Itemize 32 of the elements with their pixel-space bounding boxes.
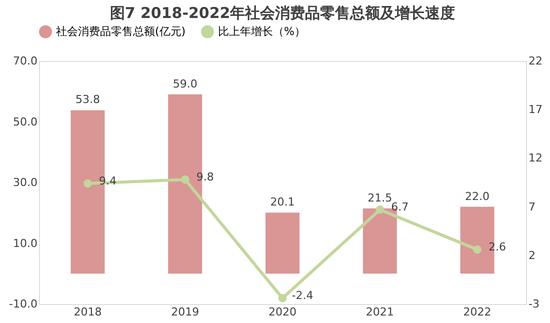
y2-tick-label: 7 — [528, 200, 536, 214]
x-tick-label: 2022 — [463, 306, 492, 318]
bar — [266, 212, 300, 274]
point — [180, 175, 190, 184]
data-label: 59.0 — [172, 77, 198, 90]
data-label: 20.1 — [270, 196, 295, 209]
point — [84, 179, 92, 188]
x-tick-label: 2018 — [74, 306, 102, 318]
point — [473, 245, 482, 254]
y-tick-label: 50.0 — [13, 115, 38, 128]
chart-title: 图7 2018-2022年社会消费品零售总额及增长速度 — [110, 4, 456, 22]
x-tick-label: 2020 — [268, 306, 296, 318]
y2-tick-label: 12 — [528, 152, 542, 165]
legend-label: 社会消费品零售总额(亿元) — [56, 24, 186, 38]
data-label: 53.8 — [75, 93, 100, 106]
data-label: 21.5 — [368, 191, 392, 204]
x-tick-label: 2019 — [171, 306, 200, 318]
y-tick-label: -10.0 — [9, 298, 38, 310]
data-label: 6.7 — [391, 200, 409, 214]
y2-tick-label: 2 — [528, 248, 536, 262]
y2-tick-label: -3 — [528, 298, 540, 310]
y-tick-label: 30.0 — [13, 176, 38, 189]
y-tick-label: 10.0 — [13, 236, 38, 250]
x-tick-label: 2021 — [366, 306, 394, 318]
data-label: -2.4 — [292, 289, 314, 302]
y2-tick-label: 22 — [528, 54, 542, 68]
legend-label: 比上年增长（%） — [218, 24, 306, 38]
data-label: 22.0 — [465, 190, 490, 203]
point — [278, 294, 287, 302]
y-tick-label: 70.0 — [13, 54, 38, 68]
point — [376, 206, 384, 214]
y2-tick-label: 17 — [528, 103, 542, 116]
